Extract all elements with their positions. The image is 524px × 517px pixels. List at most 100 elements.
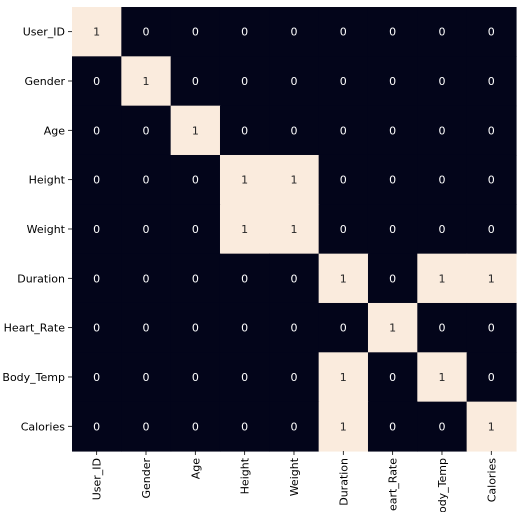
heatmap-cell xyxy=(121,7,172,57)
cell-value-label: 0 xyxy=(93,272,100,285)
cell-value-label: 0 xyxy=(438,420,445,433)
cell-value-label: 0 xyxy=(488,322,495,335)
heatmap-cell xyxy=(72,7,122,57)
cell-value-label: 0 xyxy=(488,26,495,39)
cell-value-label: 0 xyxy=(290,371,297,384)
cell-value-label: 0 xyxy=(93,174,100,187)
cell-value-label: 1 xyxy=(290,223,297,236)
cell-value-label: 0 xyxy=(389,371,396,384)
cell-value-label: 0 xyxy=(340,75,347,88)
cell-value-label: 0 xyxy=(488,371,495,384)
heatmap-cell xyxy=(121,154,172,205)
y-tick-label: Weight xyxy=(27,223,66,236)
cell-value-label: 1 xyxy=(488,420,495,433)
heatmap-cell xyxy=(466,253,517,304)
heatmap-cell xyxy=(72,401,122,452)
heatmap-cell xyxy=(318,401,369,452)
cell-value-label: 0 xyxy=(241,371,248,384)
heatmap-cell xyxy=(269,352,320,403)
heatmap-cell xyxy=(170,154,221,205)
heatmap-cell xyxy=(219,154,270,205)
cell-value-label: 1 xyxy=(389,322,396,335)
heatmap-cell xyxy=(466,302,517,353)
cell-value-label: 0 xyxy=(192,26,199,39)
cell-value-label: 0 xyxy=(192,322,199,335)
cell-value-label: 0 xyxy=(340,322,347,335)
heatmap-cell xyxy=(417,401,468,452)
cell-value-label: 0 xyxy=(438,26,445,39)
x-tick-label: Calories xyxy=(485,458,498,503)
cell-value-label: 0 xyxy=(143,124,150,137)
cell-value-label: 0 xyxy=(438,174,445,187)
heatmap-cell xyxy=(269,56,320,107)
y-tick-label: Gender xyxy=(24,75,65,88)
y-tick-label: Height xyxy=(29,174,66,187)
heatmap-cell xyxy=(121,401,172,452)
cell-value-label: 1 xyxy=(93,26,100,39)
heatmap-cell xyxy=(367,352,418,403)
y-tick-label: Age xyxy=(44,124,66,137)
cell-value-label: 1 xyxy=(340,420,347,433)
cell-value-label: 0 xyxy=(290,420,297,433)
cell-value-label: 1 xyxy=(340,272,347,285)
y-tick-label: Heart_Rate xyxy=(4,322,66,335)
cell-value-label: 0 xyxy=(290,272,297,285)
cell-value-label: 0 xyxy=(438,75,445,88)
cell-value-label: 0 xyxy=(93,322,100,335)
cell-value-label: 0 xyxy=(93,124,100,137)
cell-value-label: 0 xyxy=(488,75,495,88)
cell-value-label: 0 xyxy=(192,371,199,384)
heatmap-cell xyxy=(318,253,369,304)
cell-value-label: 0 xyxy=(389,174,396,187)
heatmap-cell xyxy=(367,154,418,205)
cell-value-label: 0 xyxy=(290,26,297,39)
heatmap-cell xyxy=(170,302,221,353)
heatmap-cell xyxy=(417,352,468,403)
heatmap-cell xyxy=(417,302,468,353)
heatmap-cell xyxy=(121,105,172,156)
heatmap-cell xyxy=(318,352,369,403)
cell-value-label: 0 xyxy=(93,75,100,88)
heatmap-cell xyxy=(121,253,172,304)
heatmap-cell xyxy=(170,105,221,156)
heatmap-cell xyxy=(269,204,320,255)
cell-value-label: 0 xyxy=(290,124,297,137)
y-tick-label: User_ID xyxy=(23,26,65,39)
y-tick-label: Duration xyxy=(17,272,65,285)
heatmap-cell xyxy=(367,253,418,304)
x-tick-label: Duration xyxy=(337,458,350,506)
cell-value-label: 0 xyxy=(192,420,199,433)
heatmap-cell xyxy=(170,352,221,403)
heatmap-cell xyxy=(417,204,468,255)
heatmap-cell xyxy=(466,7,517,57)
cell-value-label: 0 xyxy=(192,223,199,236)
cell-value-label: 0 xyxy=(143,371,150,384)
heatmap-cell xyxy=(269,7,320,57)
heatmap-cell xyxy=(466,401,517,452)
heatmap-cell xyxy=(417,253,468,304)
heatmap-cell xyxy=(417,56,468,107)
cell-value-label: 0 xyxy=(389,75,396,88)
x-tick-label: Height xyxy=(239,457,252,494)
heatmap-cell xyxy=(72,56,122,107)
cell-value-label: 0 xyxy=(389,124,396,137)
x-tick-label: User_ID xyxy=(91,458,104,500)
heatmap-cell xyxy=(219,56,270,107)
heatmap-cell xyxy=(219,253,270,304)
cell-value-label: 0 xyxy=(488,124,495,137)
heatmap-cell xyxy=(121,302,172,353)
cell-value-label: 0 xyxy=(241,75,248,88)
heatmap-cell xyxy=(170,204,221,255)
y-tick-label: Calories xyxy=(21,420,66,433)
cell-value-label: 0 xyxy=(438,322,445,335)
y-tick-label: Body_Temp xyxy=(2,371,65,384)
cell-value-label: 0 xyxy=(290,75,297,88)
cell-value-label: 0 xyxy=(488,174,495,187)
heatmap-cell xyxy=(466,204,517,255)
heatmap-cell xyxy=(466,56,517,107)
cell-value-label: 0 xyxy=(143,174,150,187)
heatmap-cell xyxy=(367,204,418,255)
heatmap-cell xyxy=(269,253,320,304)
x-tick-label: Heart_Rate xyxy=(387,458,400,512)
cell-value-label: 0 xyxy=(241,26,248,39)
